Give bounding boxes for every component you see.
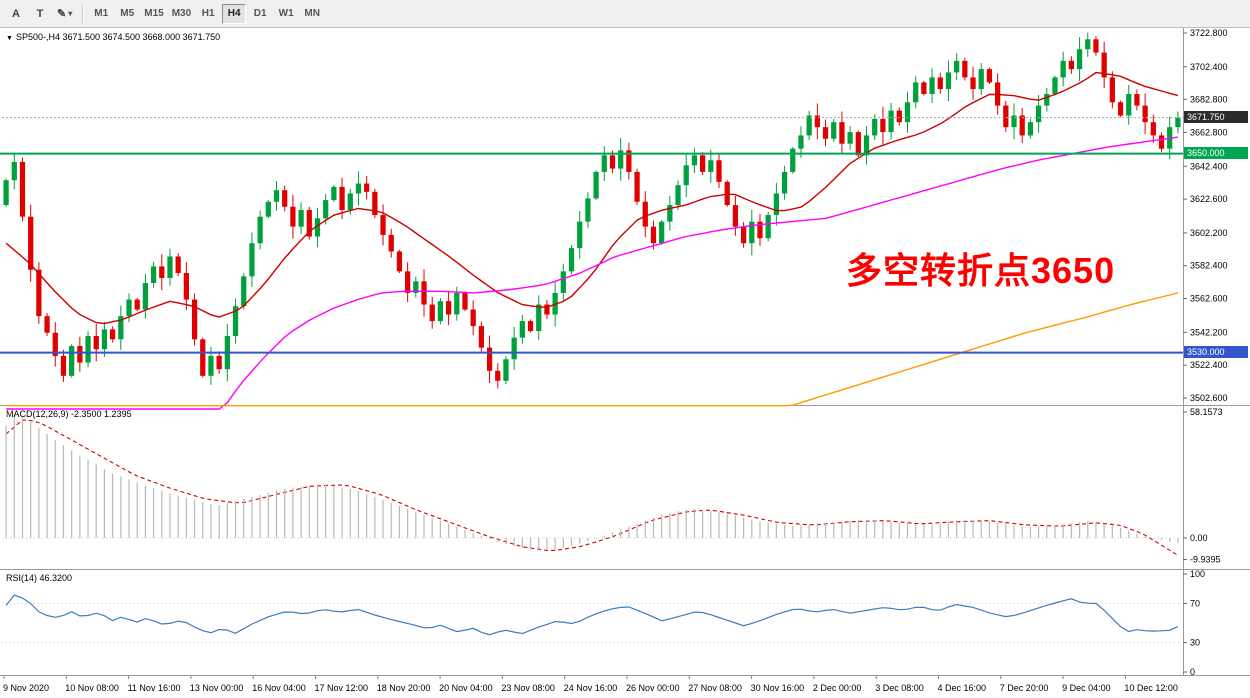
moving-averages bbox=[5, 71, 1179, 410]
timeframe-button-m15[interactable]: M15 bbox=[141, 4, 166, 24]
rsi-axis-label: 100 bbox=[1190, 569, 1205, 579]
time-axis-label: 24 Nov 16:00 bbox=[564, 683, 618, 693]
timeframe-group: M1 M5 M15 M30 H1 H4 D1 W1 MN bbox=[88, 3, 325, 24]
time-axis-label: 10 Dec 12:00 bbox=[1124, 683, 1178, 693]
time-axis-label: 17 Nov 12:00 bbox=[315, 683, 369, 693]
mid-ma-line bbox=[6, 136, 1179, 410]
price-axis-label: 3602.200 bbox=[1190, 228, 1228, 238]
price-axis-label: 3502.600 bbox=[1190, 393, 1228, 403]
price-axis-label: 3722.800 bbox=[1190, 28, 1228, 38]
symbol-dropdown-icon: ▼ bbox=[6, 35, 13, 42]
timeframe-button-m5[interactable]: M5 bbox=[115, 4, 139, 24]
timeframe-button-m30[interactable]: M30 bbox=[169, 4, 194, 24]
rsi-axis-label: 70 bbox=[1190, 598, 1200, 608]
price-axis-label: 3542.200 bbox=[1190, 327, 1228, 337]
slow-ma-line bbox=[6, 292, 1179, 407]
candles-layer bbox=[3, 32, 1181, 389]
price-axis-label: 3682.800 bbox=[1190, 94, 1228, 104]
fast-ma-line bbox=[5, 71, 1179, 325]
timeframe-button-d1[interactable]: D1 bbox=[248, 4, 272, 24]
macd-histogram bbox=[5, 414, 1179, 551]
macd-signal-line bbox=[5, 419, 1179, 556]
draw-color-tool-button[interactable]: ✎ ▾ bbox=[53, 3, 76, 24]
pencil-icon: ✎ bbox=[57, 8, 67, 20]
rsi-line bbox=[5, 594, 1179, 636]
timeframe-button-m1[interactable]: M1 bbox=[89, 4, 113, 24]
chart-title: ▼ SP500-,H4 3671.500 3674.500 3668.000 36… bbox=[6, 32, 220, 42]
price-axis-label: 3622.600 bbox=[1190, 194, 1228, 204]
timeframe-button-w1[interactable]: W1 bbox=[274, 4, 298, 24]
macd-panel bbox=[2, 419, 1182, 556]
time-axis-label: 20 Nov 04:00 bbox=[439, 683, 493, 693]
macd-axis-label: -9.9395 bbox=[1190, 555, 1221, 565]
rsi-panel bbox=[2, 594, 1182, 644]
timeframe-button-h4[interactable]: H4 bbox=[222, 3, 247, 24]
timeframe-button-h1[interactable]: H1 bbox=[196, 4, 220, 24]
time-axis-label: 16 Nov 04:00 bbox=[252, 683, 306, 693]
time-axis-label: 30 Nov 16:00 bbox=[751, 683, 805, 693]
time-axis-label: 4 Dec 16:00 bbox=[938, 683, 987, 693]
green-level-price-tag: 3650.000 bbox=[1184, 147, 1248, 159]
rsi-axis-label: 30 bbox=[1190, 638, 1200, 648]
time-axis-label: 2 Dec 00:00 bbox=[813, 683, 862, 693]
time-axis-label: 13 Nov 00:00 bbox=[190, 683, 244, 693]
annotation-text[interactable]: 多空转折点3650 bbox=[846, 250, 1116, 291]
price-axis-label: 3662.800 bbox=[1190, 127, 1228, 137]
price-axis-label: 3582.400 bbox=[1190, 261, 1228, 271]
time-axis-label: 10 Nov 08:00 bbox=[65, 683, 119, 693]
price-axis-label: 3642.400 bbox=[1190, 161, 1228, 171]
toolbar-separator bbox=[82, 4, 84, 23]
time-axis-label: 23 Nov 08:00 bbox=[501, 683, 555, 693]
macd-axis-label: 0.00 bbox=[1190, 533, 1208, 543]
rsi-indicator-label: RSI(14) 46.3200 bbox=[6, 573, 73, 583]
timeframe-button-mn[interactable]: MN bbox=[300, 4, 324, 24]
price-axis-label: 3702.400 bbox=[1190, 62, 1228, 72]
time-axis-label: 9 Dec 04:00 bbox=[1062, 683, 1111, 693]
time-axis-label: 11 Nov 16:00 bbox=[128, 683, 181, 693]
blue-level-price-tag: 3530.000 bbox=[1184, 346, 1248, 358]
price-axis-label: 3522.400 bbox=[1190, 360, 1228, 370]
cursor-tool-button[interactable]: A bbox=[5, 3, 27, 24]
current-price-tag: 3671.750 bbox=[1184, 111, 1248, 123]
time-axis-label: 27 Nov 08:00 bbox=[688, 683, 742, 693]
toolbar: A T ✎ ▾ M1 M5 M15 M30 H1 H4 D1 W1 MN bbox=[0, 0, 1250, 28]
time-axis-label: 26 Nov 00:00 bbox=[626, 683, 680, 693]
time-axis-label: 9 Nov 2020 bbox=[3, 683, 49, 693]
macd-indicator-label: MACD(12,26,9) -2.3500 1.2395 bbox=[6, 409, 132, 419]
price-axis[interactable]: 3722.800 3702.400 3682.800 3662.800 3642.400… bbox=[1183, 28, 1228, 677]
rsi-axis-label: 0 bbox=[1190, 667, 1195, 677]
text-tool-button[interactable]: T bbox=[29, 3, 51, 24]
time-axis[interactable]: 9 Nov 2020 10 Nov 08:00 11 Nov 16:00 13 Nov… bbox=[3, 676, 1178, 693]
time-axis-label: 7 Dec 20:00 bbox=[1000, 683, 1049, 693]
dropdown-caret-icon: ▾ bbox=[68, 9, 73, 18]
symbol-ohlc-text: SP500-,H4 3671.500 3674.500 3668.000 367… bbox=[15, 32, 221, 42]
price-axis-label: 3562.600 bbox=[1190, 294, 1228, 304]
time-axis-label: 18 Nov 20:00 bbox=[377, 683, 431, 693]
macd-axis-label: 58.1573 bbox=[1190, 407, 1223, 417]
level-lines[interactable] bbox=[0, 117, 1183, 354]
time-axis-label: 3 Dec 08:00 bbox=[875, 683, 924, 693]
